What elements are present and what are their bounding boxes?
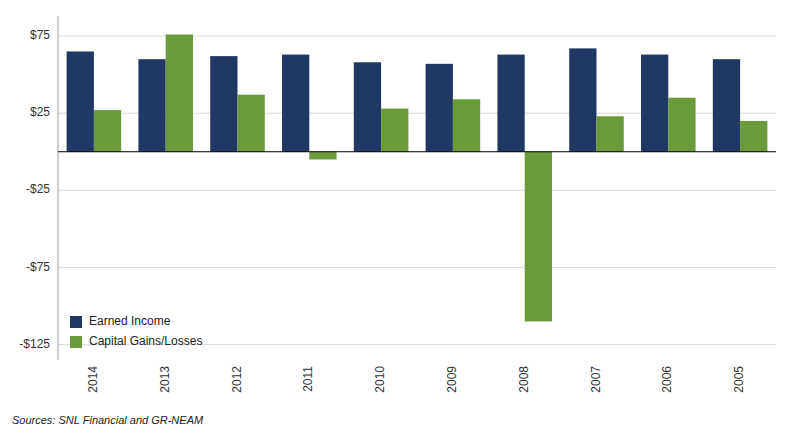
bar [668,98,695,152]
chart: -$125-$75-$25$25$75201420132012201120102… [0,0,792,434]
y-tick-label: -$125 [19,337,50,351]
bar [569,48,596,151]
grid-line [58,267,776,268]
bar [354,62,381,151]
bar [497,55,524,152]
y-tick-label: $75 [30,28,50,42]
bar [238,95,265,152]
legend-swatch [70,316,82,328]
zero-line [58,151,776,152]
y-axis: -$125 -$75 -$25 $25 $75 [19,16,58,360]
bars [67,35,768,322]
bar [453,99,480,151]
bar [94,110,121,152]
legend: Earned Income Capital Gains/Losses [70,314,202,348]
x-tick-label: 2013 [158,366,172,393]
bar [381,109,408,152]
legend-label: Capital Gains/Losses [89,334,202,348]
bar [138,59,165,152]
bar [309,152,336,160]
x-tick-label: 2014 [86,366,100,393]
x-tick-label: 2007 [589,366,603,393]
x-tick-label: 2012 [230,366,244,393]
x-tick-label: 2009 [445,366,459,393]
grid-line [58,190,776,191]
x-tick-label: 2010 [373,366,387,393]
bar [282,55,309,152]
x-tick-label: 2005 [732,366,746,393]
x-tick-label: 2011 [301,366,315,392]
bar [641,55,668,152]
bar [210,56,237,152]
bar [67,51,94,151]
x-tick-label: 2008 [517,366,531,393]
y-tick-label: -$25 [26,182,50,196]
bar [166,35,193,152]
source-note: Sources: SNL Financial and GR-NEAM [12,414,204,426]
series [94,35,767,322]
y-tick-label: -$75 [26,260,50,274]
x-tick-label: 2006 [660,366,674,393]
x-axis: 2014 2013 2012 2011 2010 2009 2008 2007 2006 2005 [86,366,746,393]
bar [426,64,453,152]
y-tick-label: $25 [30,105,50,119]
bar [597,116,624,151]
y-axis-line [58,16,59,360]
bar [713,59,740,152]
bar [740,121,767,152]
bar [525,152,552,322]
legend-swatch [70,336,82,348]
legend-label: Earned Income [89,314,171,328]
